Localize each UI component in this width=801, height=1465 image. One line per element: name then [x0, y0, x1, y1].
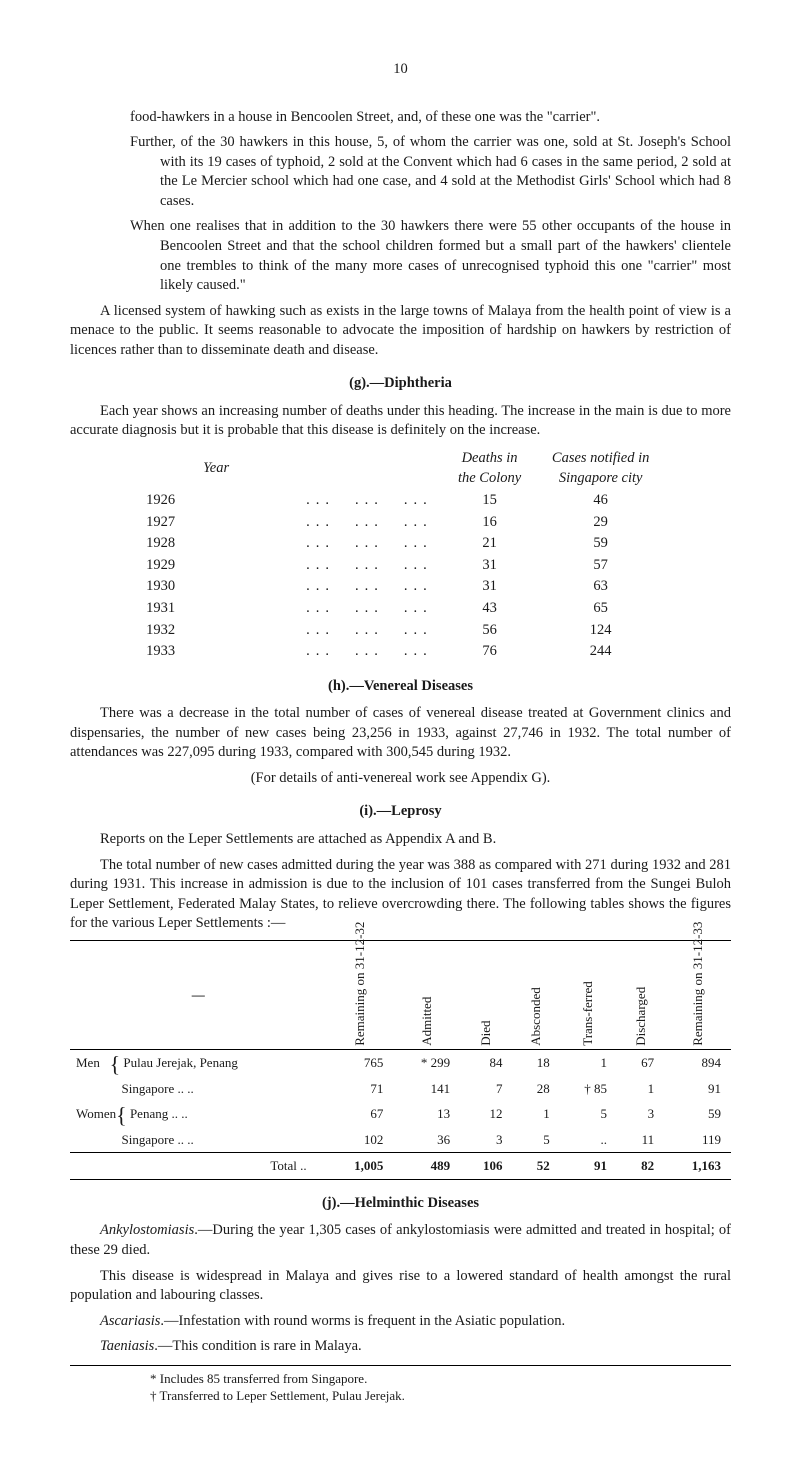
dipth-h-year: Year [136, 447, 296, 490]
leper-col-dash: — [70, 940, 327, 1049]
page-number: 10 [70, 60, 731, 80]
heading-g: (g).—Diphtheria [70, 374, 731, 394]
j-p4: Taeniasis.—This condition is rare in Mal… [70, 1337, 731, 1357]
j-p2: This disease is widespread in Malaya and… [70, 1267, 731, 1306]
j-p3: Ascariasis.—Infestation with round worms… [70, 1312, 731, 1332]
i-p2: The total number of new cases admitted d… [70, 856, 731, 934]
h-p1: There was a decrease in the total number… [70, 704, 731, 763]
leper-col-7: Remaining on 31-12-33 [664, 940, 731, 1049]
leper-row: Singapore .. .. 71 141 7 28 † 85 1 91 [70, 1076, 731, 1102]
footnote-1: * Includes 85 transferred from Singapore… [150, 1370, 731, 1388]
leper-row: Singapore .. .. 102 36 3 5 .. 11 119 [70, 1127, 731, 1153]
intro-p2: Further, of the 30 hawkers in this house… [160, 133, 731, 211]
leper-row: Men { Pulau Jerejak, Penang 765 * 299 84… [70, 1049, 731, 1075]
heading-i: (i).—Leprosy [70, 802, 731, 822]
footnote-rule [70, 1365, 731, 1366]
dipth-h-deaths: Deaths in the Colony [443, 447, 537, 490]
i-p1: Reports on the Leper Settlements are att… [70, 830, 731, 850]
intro-p1: food-hawkers in a house in Bencoolen Str… [130, 108, 731, 128]
diphtheria-table: Year Deaths in the Colony Cases notified… [136, 447, 665, 663]
intro-p4: A licensed system of hawking such as exi… [70, 302, 731, 361]
intro-p3: When one realises that in addition to th… [160, 217, 731, 295]
g-p1: Each year shows an increasing number of … [70, 402, 731, 441]
leper-col-1: Remaining on 31-12-32 [327, 940, 394, 1049]
footnote-2: † Transferred to Leper Settlement, Pulau… [150, 1387, 731, 1405]
leper-total-row: Total .. 1,005 489 106 52 91 82 1,163 [70, 1153, 731, 1180]
h-p2: (For details of anti-venereal work see A… [70, 769, 731, 789]
j-p1: Ankylostomiasis.—During the year 1,305 c… [70, 1221, 731, 1260]
leper-row: Women{ Penang .. .. 67 13 12 1 5 3 59 [70, 1101, 731, 1127]
heading-j: (j).—Helminthic Diseases [70, 1194, 731, 1214]
leper-col-3: Died [460, 940, 512, 1049]
leper-col-2: Admitted [393, 940, 460, 1049]
leper-table: — Remaining on 31-12-32 Admitted Died Ab… [70, 940, 731, 1180]
leper-col-4: Absconded [513, 940, 560, 1049]
heading-h: (h).—Venereal Diseases [70, 677, 731, 697]
leper-col-5: Trans-ferred [560, 940, 617, 1049]
dipth-h-cases: Cases notified in Singapore city [536, 447, 664, 490]
leper-col-6: Discharged [617, 940, 664, 1049]
